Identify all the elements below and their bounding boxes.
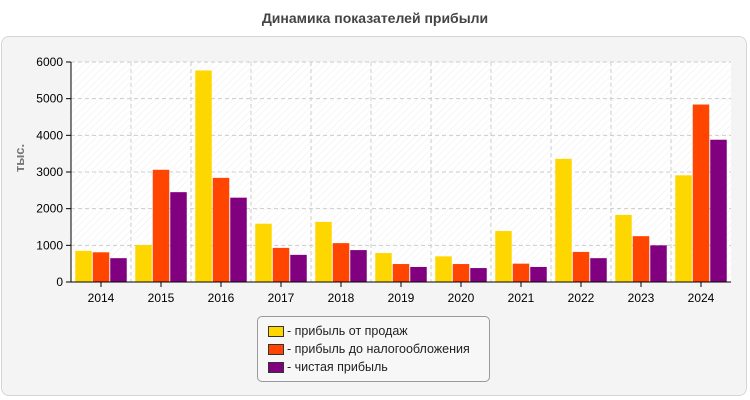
- x-tick-label: 2019: [388, 291, 415, 305]
- bar-2014-s0: [75, 250, 92, 282]
- bar-2021-s1: [512, 263, 530, 282]
- bar-2020-s2: [470, 268, 487, 282]
- bar-2019-s0: [375, 253, 392, 282]
- bar-2018-s0: [315, 221, 332, 282]
- x-tick-label: 2021: [508, 291, 535, 305]
- bar-2014-s2: [110, 258, 127, 282]
- legend: - прибыль от продаж - прибыль до налогоо…: [257, 316, 490, 382]
- bars-group: [75, 70, 727, 283]
- legend-swatch-pretax-profit: [268, 343, 284, 355]
- bar-2024-s1: [692, 104, 710, 283]
- y-tick-label: 4000: [36, 128, 63, 142]
- x-tick-label: 2020: [448, 291, 475, 305]
- legend-item-pretax-profit: - прибыль до налогообложения: [268, 340, 489, 358]
- bar-2017-s1: [272, 247, 290, 282]
- y-tick-label: 3000: [36, 165, 63, 179]
- bar-2023-s1: [632, 236, 650, 282]
- axes-group: 0 1000 2000 3000 4000 5000 6000 2014 2015 2016 201…: [36, 55, 731, 305]
- bar-2022-s1: [572, 251, 590, 282]
- legend-label-pretax-profit: - прибыль до налогообложения: [287, 342, 470, 356]
- legend-item-sales-profit: - прибыль от продаж: [268, 322, 489, 340]
- legend-item-net-profit: - чистая прибыль: [268, 358, 489, 376]
- bar-2016-s2: [230, 197, 247, 282]
- bar-2017-s2: [290, 254, 307, 282]
- bar-2019-s2: [410, 266, 427, 282]
- x-tick-label: 2022: [568, 291, 595, 305]
- y-axis-label: тыс.: [12, 144, 27, 172]
- x-tick-label: 2016: [208, 291, 235, 305]
- y-tick-label: 0: [56, 275, 63, 289]
- bar-2014-s1: [92, 252, 110, 282]
- grid-lines: [71, 61, 731, 282]
- x-tick-label: 2023: [628, 291, 655, 305]
- legend-swatch-net-profit: [268, 361, 284, 373]
- bar-2016-s0: [195, 70, 212, 282]
- x-tick-label: 2018: [328, 291, 355, 305]
- legend-label-net-profit: - чистая прибыль: [287, 360, 388, 374]
- bar-2020-s0: [435, 256, 452, 282]
- bar-2017-s0: [255, 223, 272, 282]
- y-tick-label: 6000: [36, 55, 63, 69]
- bar-2015-s2: [170, 192, 187, 282]
- bar-2021-s0: [495, 231, 512, 282]
- y-tick-label: 1000: [36, 238, 63, 252]
- bar-2023-s2: [650, 245, 667, 282]
- chart-title: Динамика показателей прибыли: [261, 10, 489, 26]
- bar-2022-s2: [590, 258, 607, 282]
- bar-2018-s2: [350, 250, 367, 282]
- bar-2022-s0: [555, 158, 572, 282]
- x-tick-label: 2017: [268, 291, 295, 305]
- bar-2015-s0: [135, 244, 152, 282]
- y-tick-label: 2000: [36, 202, 63, 216]
- bar-2024-s2: [710, 139, 727, 282]
- bar-2015-s1: [152, 169, 170, 282]
- bar-2018-s1: [332, 243, 350, 282]
- y-tick-label: 5000: [36, 92, 63, 106]
- bar-2016-s1: [212, 177, 230, 282]
- bar-2019-s1: [392, 264, 410, 282]
- bar-2020-s1: [452, 264, 470, 282]
- bar-2024-s0: [675, 175, 692, 282]
- legend-label-sales-profit: - прибыль от продаж: [287, 324, 408, 338]
- x-tick-label: 2024: [688, 291, 715, 305]
- legend-swatch-sales-profit: [268, 325, 284, 337]
- bar-2021-s2: [530, 266, 547, 282]
- bar-2023-s0: [615, 214, 632, 282]
- x-tick-label: 2015: [148, 291, 175, 305]
- x-tick-label: 2014: [88, 291, 115, 305]
